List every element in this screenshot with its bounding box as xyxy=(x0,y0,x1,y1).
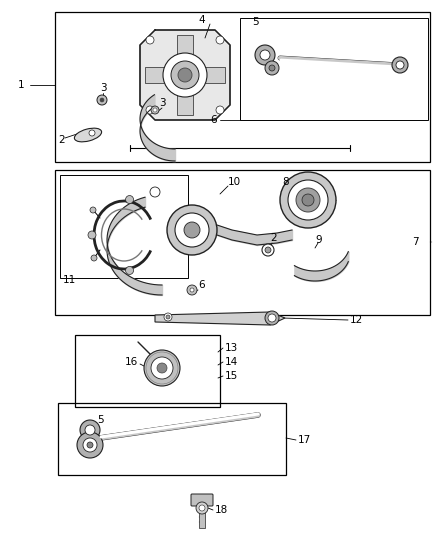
Circle shape xyxy=(150,187,160,197)
Circle shape xyxy=(164,313,172,321)
Circle shape xyxy=(144,350,180,386)
Text: 9: 9 xyxy=(315,235,321,245)
Circle shape xyxy=(146,106,154,114)
Circle shape xyxy=(255,45,275,65)
Circle shape xyxy=(80,420,100,440)
Circle shape xyxy=(171,61,199,89)
Bar xyxy=(55,170,430,315)
Text: 4: 4 xyxy=(198,15,205,25)
Text: 2: 2 xyxy=(58,135,65,145)
Circle shape xyxy=(87,442,93,448)
Circle shape xyxy=(90,207,96,213)
Circle shape xyxy=(126,266,134,274)
Text: 12: 12 xyxy=(350,315,363,325)
Circle shape xyxy=(89,130,95,136)
Circle shape xyxy=(184,222,200,238)
Text: 6: 6 xyxy=(198,280,205,290)
Text: 3: 3 xyxy=(100,83,106,93)
Bar xyxy=(75,335,220,407)
Ellipse shape xyxy=(74,128,102,142)
Circle shape xyxy=(262,244,274,256)
Circle shape xyxy=(216,106,224,114)
Circle shape xyxy=(190,288,194,292)
Circle shape xyxy=(166,315,170,319)
Text: 15: 15 xyxy=(225,371,238,381)
Circle shape xyxy=(157,363,167,373)
Bar xyxy=(60,175,188,278)
Text: 1: 1 xyxy=(18,80,25,90)
Circle shape xyxy=(91,255,97,261)
Circle shape xyxy=(77,432,103,458)
Circle shape xyxy=(199,505,205,511)
Bar xyxy=(199,508,205,528)
Text: 14: 14 xyxy=(225,357,238,367)
Circle shape xyxy=(296,188,320,212)
Circle shape xyxy=(216,36,224,44)
Circle shape xyxy=(100,98,104,102)
Circle shape xyxy=(146,36,154,44)
Circle shape xyxy=(187,285,197,295)
Circle shape xyxy=(85,425,95,435)
Bar xyxy=(240,18,428,120)
Text: 13: 13 xyxy=(225,343,238,353)
Circle shape xyxy=(260,50,270,60)
Text: 8: 8 xyxy=(282,177,289,187)
Circle shape xyxy=(392,57,408,73)
Circle shape xyxy=(269,65,275,71)
Text: 5: 5 xyxy=(97,415,103,425)
Text: 7: 7 xyxy=(412,237,419,247)
Circle shape xyxy=(178,68,192,82)
Text: 11: 11 xyxy=(63,275,76,285)
Bar xyxy=(145,67,225,83)
Circle shape xyxy=(396,61,404,69)
Text: 6: 6 xyxy=(210,115,217,125)
FancyBboxPatch shape xyxy=(191,494,213,506)
Circle shape xyxy=(163,53,207,97)
Bar xyxy=(58,403,286,475)
Text: 2: 2 xyxy=(270,233,277,243)
Polygon shape xyxy=(155,312,285,325)
Circle shape xyxy=(268,314,276,322)
Circle shape xyxy=(280,172,336,228)
Polygon shape xyxy=(140,30,230,120)
Text: 10: 10 xyxy=(228,177,241,187)
Bar xyxy=(177,35,193,115)
Circle shape xyxy=(196,502,208,514)
Circle shape xyxy=(83,438,97,452)
Circle shape xyxy=(175,213,209,247)
Circle shape xyxy=(151,106,159,114)
Circle shape xyxy=(302,194,314,206)
Circle shape xyxy=(88,231,96,239)
Circle shape xyxy=(265,61,279,75)
Circle shape xyxy=(153,108,157,112)
Circle shape xyxy=(288,180,328,220)
Text: 3: 3 xyxy=(159,98,165,108)
Text: 5: 5 xyxy=(252,17,258,27)
Circle shape xyxy=(167,205,217,255)
Circle shape xyxy=(151,357,173,379)
Circle shape xyxy=(265,247,271,253)
Circle shape xyxy=(126,196,134,204)
Circle shape xyxy=(97,95,107,105)
Text: 18: 18 xyxy=(215,505,228,515)
Bar xyxy=(55,12,430,162)
Text: 16: 16 xyxy=(125,357,138,367)
Circle shape xyxy=(265,311,279,325)
Text: 17: 17 xyxy=(298,435,311,445)
